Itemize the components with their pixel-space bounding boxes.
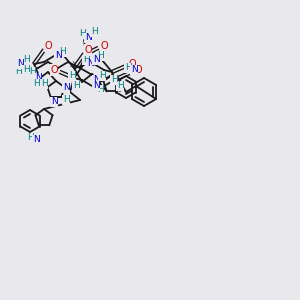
Text: O: O bbox=[134, 65, 142, 75]
Text: O: O bbox=[84, 45, 92, 55]
Text: H: H bbox=[15, 68, 21, 76]
Text: O: O bbox=[128, 59, 136, 69]
Text: N: N bbox=[93, 56, 99, 64]
Text: H: H bbox=[58, 47, 65, 56]
Text: N: N bbox=[21, 64, 27, 73]
Text: H: H bbox=[97, 52, 104, 61]
Text: H: H bbox=[33, 80, 39, 88]
Text: H: H bbox=[97, 85, 104, 94]
Text: N: N bbox=[16, 59, 23, 68]
Text: H: H bbox=[40, 80, 47, 88]
Text: N: N bbox=[93, 82, 99, 91]
Text: H: H bbox=[117, 82, 123, 91]
Text: H: H bbox=[28, 68, 35, 76]
Text: N: N bbox=[55, 52, 62, 61]
Text: H: H bbox=[27, 134, 33, 142]
Text: H: H bbox=[124, 64, 131, 73]
Text: H: H bbox=[99, 71, 105, 80]
Text: O: O bbox=[44, 41, 52, 51]
Text: H: H bbox=[15, 59, 21, 68]
Text: H: H bbox=[111, 76, 117, 85]
Text: N: N bbox=[130, 65, 137, 74]
Text: O: O bbox=[50, 65, 58, 75]
Text: N: N bbox=[63, 83, 69, 92]
Text: H: H bbox=[73, 82, 80, 91]
Text: H: H bbox=[82, 56, 89, 64]
Text: N: N bbox=[85, 34, 92, 43]
Text: O: O bbox=[100, 41, 108, 51]
Text: H: H bbox=[69, 71, 75, 80]
Text: H: H bbox=[91, 28, 98, 37]
Text: N: N bbox=[34, 74, 41, 82]
Text: H: H bbox=[22, 56, 29, 64]
Text: N: N bbox=[87, 59, 93, 68]
Text: H: H bbox=[79, 29, 86, 38]
Text: H: H bbox=[22, 65, 29, 74]
Text: N: N bbox=[33, 136, 39, 145]
Text: N: N bbox=[93, 76, 99, 85]
Text: N: N bbox=[51, 98, 57, 106]
Text: H: H bbox=[63, 95, 69, 104]
